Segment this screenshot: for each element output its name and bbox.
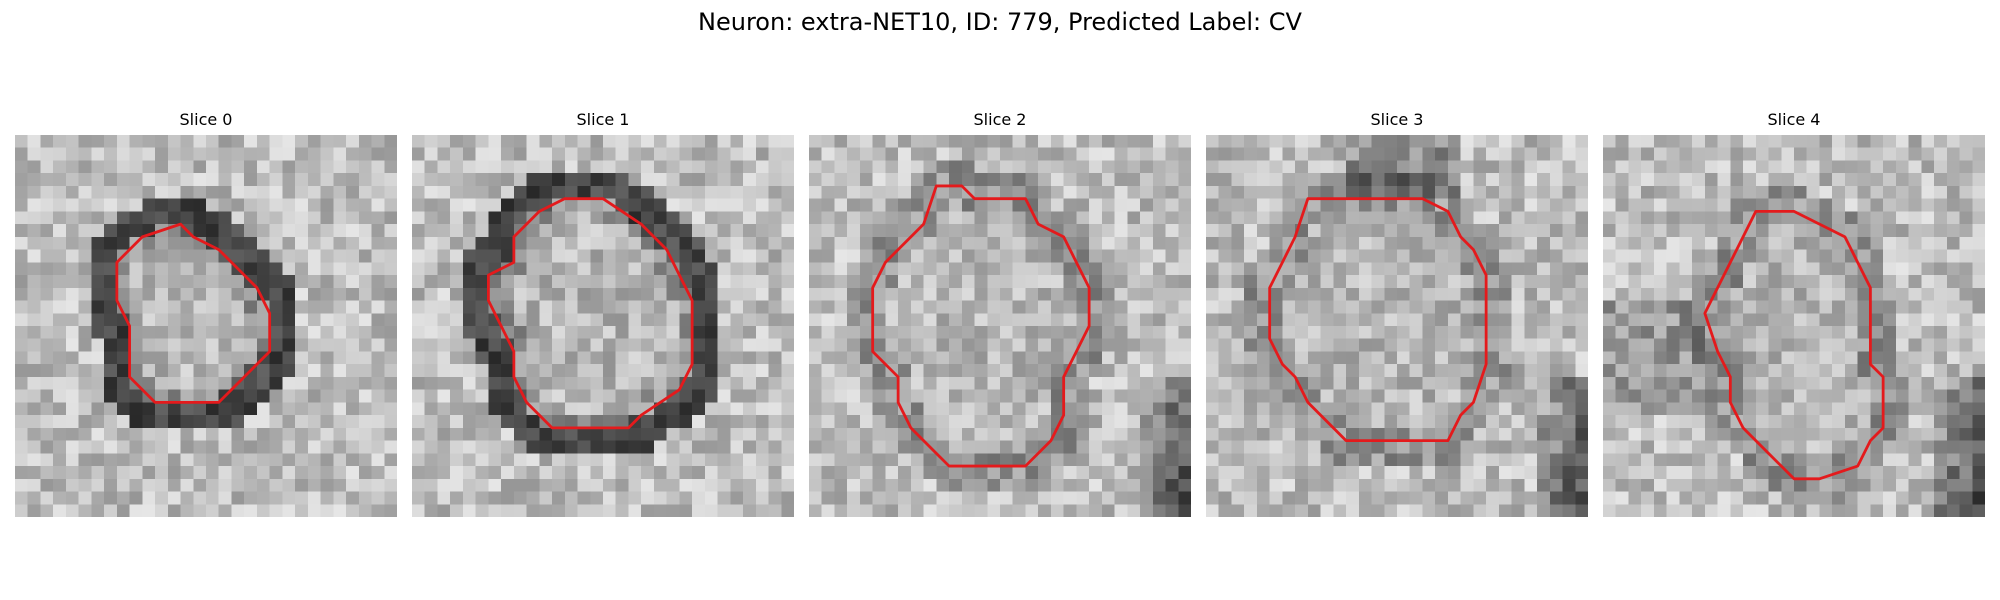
panel-title: Slice 1 — [576, 110, 630, 129]
panel-title: Slice 2 — [973, 110, 1027, 129]
segmentation-outline — [1268, 197, 1488, 443]
panel-slice-3: Slice 3 — [1206, 108, 1588, 517]
panel-slice-0: Slice 0 — [15, 108, 397, 517]
panel-slice-2: Slice 2 — [809, 108, 1191, 517]
panel-title: Slice 0 — [179, 110, 233, 129]
pixel-grid — [809, 135, 1191, 517]
segmentation-outline — [1703, 209, 1885, 481]
pixel-grid — [1603, 135, 1985, 517]
pixel-grid — [1206, 135, 1588, 517]
panel-slice-4: Slice 4 — [1603, 108, 1985, 517]
slice-image — [412, 135, 794, 517]
slice-image — [15, 135, 397, 517]
panel-title: Slice 3 — [1370, 110, 1424, 129]
pixel-grid — [15, 135, 397, 517]
segmentation-outline — [871, 184, 1091, 468]
panel-slice-1: Slice 1 — [412, 108, 794, 517]
slice-image — [1603, 135, 1985, 517]
segmentation-outline — [486, 197, 694, 430]
panel-title: Slice 4 — [1767, 110, 1821, 129]
pixel-grid — [412, 135, 794, 517]
segmentation-outline — [115, 222, 272, 404]
figure-title: Neuron: extra-NET10, ID: 779, Predicted … — [698, 8, 1302, 36]
slice-image — [809, 135, 1191, 517]
slice-image — [1206, 135, 1588, 517]
